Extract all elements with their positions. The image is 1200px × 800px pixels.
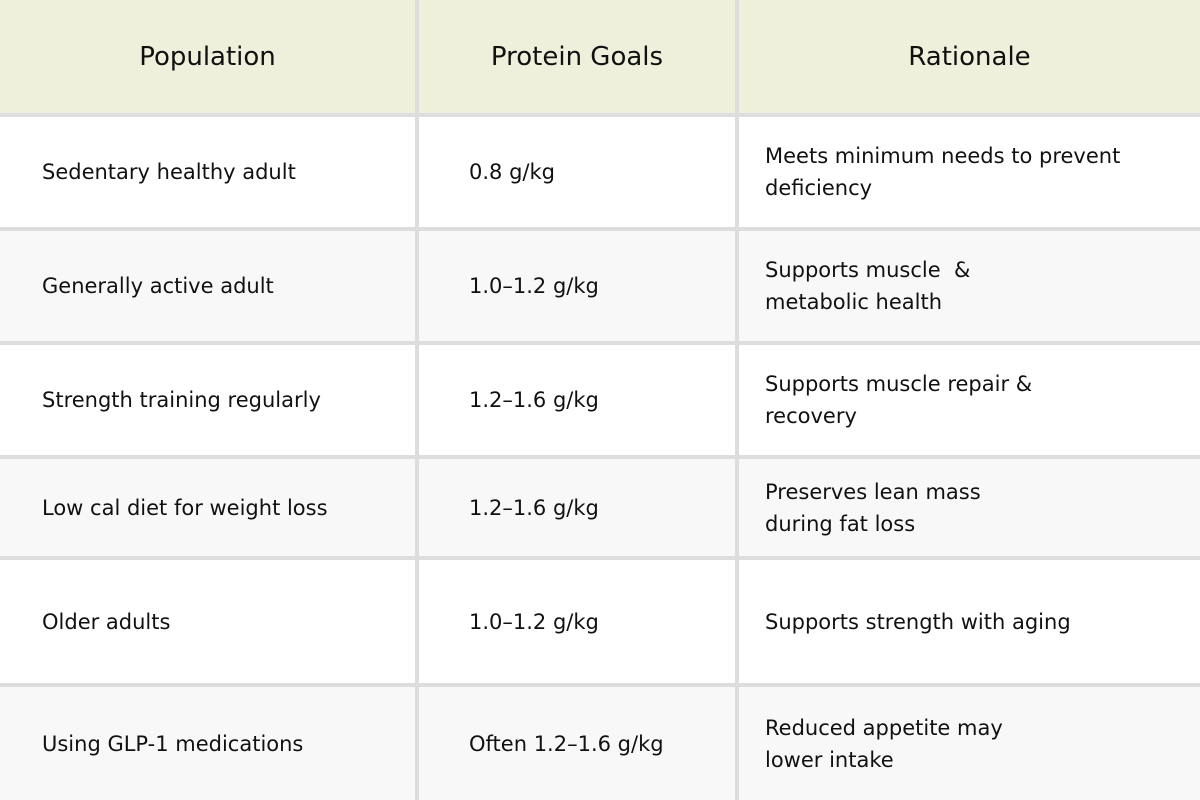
table-cell: Strength training regularly	[0, 345, 415, 455]
header-text: Population	[139, 41, 276, 72]
table-cell: Supports muscle & metabolic health	[739, 231, 1200, 341]
cell-text: 1.0–1.2 g/kg	[469, 609, 599, 634]
table-cell: Older adults	[0, 560, 415, 683]
header-cell: Protein Goals	[419, 0, 735, 113]
header-text: Protein Goals	[490, 41, 664, 72]
cell-text: 1.0–1.2 g/kg	[469, 274, 599, 298]
cell-line: Meets minimum needs to prevent	[765, 144, 1121, 168]
table-cell: Preserves lean mass during fat loss	[739, 459, 1200, 556]
table-cell: 1.0–1.2 g/kg	[419, 560, 735, 683]
table-cell: Meets minimum needs to prevent deficiency	[739, 117, 1200, 227]
cell-text: 1.2–1.6 g/kg	[469, 388, 599, 412]
header-cell: Population	[0, 0, 415, 113]
cell-line: Preserves lean mass	[765, 479, 981, 504]
cell-line: during fat loss	[765, 511, 916, 536]
table-cell: Supports strength with aging	[739, 560, 1200, 683]
table-cell: Using GLP-1 medications	[0, 687, 415, 800]
cell-text: Low cal diet for weight loss	[42, 495, 328, 520]
header-cell: Rationale	[739, 0, 1200, 113]
cell-line: Supports muscle &	[765, 258, 971, 282]
cell-text: Sedentary healthy adult	[42, 160, 296, 184]
cell-line: metabolic health	[765, 290, 943, 314]
table-cell: 1.2–1.6 g/kg	[419, 345, 735, 455]
cell-line: deficiency	[765, 176, 873, 200]
cell-text: Often 1.2–1.6 g/kg	[469, 731, 664, 756]
cell-line: recovery	[765, 404, 857, 428]
header-text: Rationale	[908, 41, 1031, 72]
cell-text: Older adults	[42, 609, 171, 634]
table-cell: Often 1.2–1.6 g/kg	[419, 687, 735, 800]
table-cell: Sedentary healthy adult	[0, 117, 415, 227]
cell-line: Reduced appetite may	[765, 715, 1003, 740]
table-cell: Low cal diet for weight loss	[0, 459, 415, 556]
table-cell: Reduced appetite may lower intake	[739, 687, 1200, 800]
table-cell: 0.8 g/kg	[419, 117, 735, 227]
cell-line: Supports muscle repair &	[765, 372, 1033, 396]
cell-text: 1.2–1.6 g/kg	[469, 495, 599, 520]
cell-text: Generally active adult	[42, 274, 274, 298]
table-cell: Supports muscle repair & recovery	[739, 345, 1200, 455]
table-cell: Generally active adult	[0, 231, 415, 341]
cell-line: lower intake	[765, 747, 894, 772]
cell-text: Strength training regularly	[42, 388, 321, 412]
table-cell: 1.2–1.6 g/kg	[419, 459, 735, 556]
table-cell: 1.0–1.2 g/kg	[419, 231, 735, 341]
cell-text: Using GLP-1 medications	[42, 731, 304, 756]
cell-line: Supports strength with aging	[765, 609, 1071, 634]
cell-text: 0.8 g/kg	[469, 160, 555, 184]
